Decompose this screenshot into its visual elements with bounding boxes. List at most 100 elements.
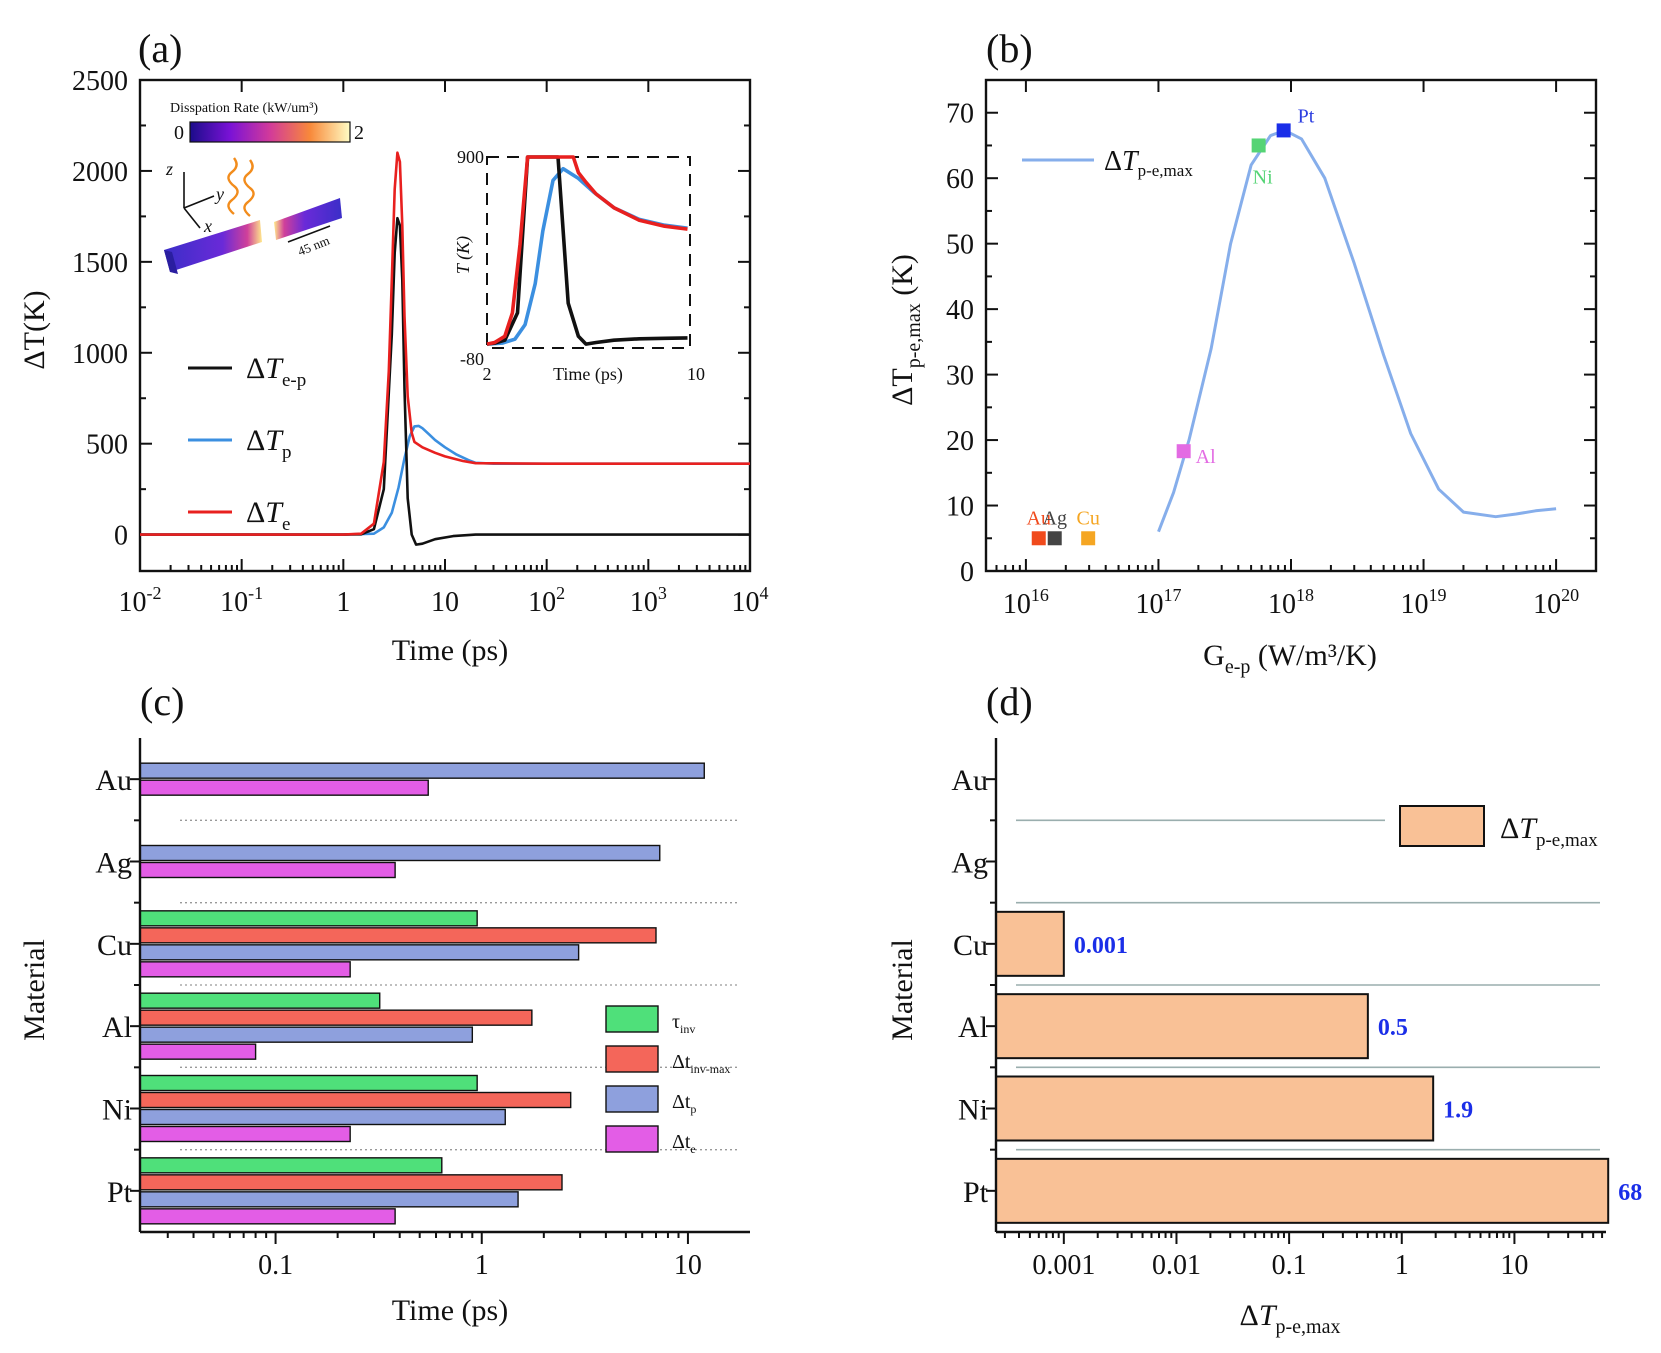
inset-series-e-line	[486, 155, 688, 346]
x-tick-label: 1	[475, 1250, 489, 1281]
y-tick-label: 40	[946, 295, 974, 326]
inset-ylabel: T (K)	[453, 236, 474, 274]
series-p-line	[140, 424, 750, 536]
legend-label-p: ΔTp	[246, 424, 291, 463]
bar-ag-e	[139, 861, 396, 879]
x-tick-label: 0.1	[1272, 1250, 1307, 1281]
bar-al-p	[139, 1026, 474, 1043]
z-axis-label: z	[165, 159, 173, 179]
y-tick-label: 500	[86, 430, 128, 461]
bar-au-p	[139, 762, 705, 779]
legend-swatch-p	[605, 1085, 659, 1113]
point-au	[1031, 531, 1046, 546]
panel-a: (a) 10-2 10-1 1 10 102 103 1040500100015002000…	[18, 26, 769, 667]
y-tick-label: 1000	[72, 339, 128, 370]
nanowire-left-side	[164, 250, 178, 274]
point-label-au: Au	[1027, 507, 1051, 529]
bar-pt	[995, 1157, 1610, 1224]
bar-al-inv-max	[139, 1009, 533, 1026]
panel-d-legend-swatch	[1399, 805, 1485, 847]
bar-ni-inv	[139, 1074, 478, 1092]
bar-cu-inv	[139, 910, 478, 927]
series-e-p-line	[140, 216, 750, 546]
bar-pt-inv	[139, 1157, 443, 1174]
panel-c: (c) Au Ag Cu Al Ni Pt 0.1 1 10 Time (ps) Materia…	[18, 679, 750, 1327]
bar-al-e	[139, 1043, 257, 1060]
legend-swatch-inv	[605, 1005, 659, 1033]
x-tick-label: 1020	[1533, 585, 1579, 620]
category-label-cu: Cu	[97, 929, 132, 962]
y-tick-label: 1500	[72, 248, 128, 279]
bar-ni-inv-max	[139, 1091, 572, 1109]
nanowire-right	[274, 198, 342, 240]
category-label-pt: Pt	[107, 1176, 133, 1209]
panel-c-bars	[139, 762, 705, 1225]
bar-cu-e	[139, 961, 351, 978]
y-tick-label: 10	[946, 492, 974, 523]
bar-ag-p	[139, 844, 661, 862]
value-label-ni: 1.9	[1443, 1098, 1473, 1124]
y-axis-arrow	[183, 195, 215, 209]
x-tick-label: 0.01	[1152, 1250, 1201, 1281]
legend-label-e: ΔTe	[246, 496, 290, 535]
category-label-ni: Ni	[102, 1094, 132, 1127]
panel-a-ylabel: ΔT(K)	[18, 290, 51, 369]
inset-xlabel: Time (ps)	[553, 364, 623, 385]
panel-c-legend: τinv Δtinv-max Δtp Δte	[605, 1005, 730, 1156]
bar-al-inv	[139, 992, 381, 1009]
point-label-ag: Ag	[1043, 507, 1067, 529]
inset-series	[486, 155, 688, 346]
legend-label-inv: τinv	[672, 1011, 695, 1036]
x-tick-label: 102	[528, 583, 565, 618]
inset-ytick-top: 900	[457, 147, 484, 167]
point-ag	[1047, 531, 1062, 546]
panel-a-inset: 900 -80 2 10 Time (ps) T (K)	[453, 147, 705, 385]
panel-b-legend-label: ΔΔTTp-e,max	[1104, 146, 1193, 180]
inset-xtick-left: 2	[483, 364, 492, 384]
point-al	[1176, 444, 1191, 459]
panel-c-ylabel: Material	[18, 939, 51, 1041]
panel-d-xlabel: ΔTp-e,max	[1240, 1299, 1341, 1338]
legend-swatch-inv-max	[605, 1045, 659, 1073]
panel-d-legend-label: ΔTp-e,max	[1500, 812, 1598, 851]
panel-a-legend: ΔTe-p ΔTp ΔTe	[188, 352, 306, 535]
inset-xtick-right: 10	[687, 364, 705, 384]
x-tick-label: 1016	[1003, 585, 1049, 620]
y-tick-label: 60	[946, 164, 974, 195]
x-tick-label: 1	[336, 587, 350, 618]
category-label-al: Al	[102, 1011, 132, 1044]
category-label-ag: Ag	[95, 847, 132, 880]
x-tick-label: 0.001	[1032, 1250, 1095, 1281]
bar-pt-e	[139, 1208, 396, 1225]
panel-b-ylabel: ΔTp-e,max (K)	[886, 254, 925, 406]
bar-ni-p	[139, 1108, 506, 1126]
panel-d-bars: 0.001 0.5 1.9 68	[995, 910, 1642, 1224]
x-tick-label: 1018	[1268, 585, 1314, 620]
legend-label-p: Δtp	[672, 1091, 696, 1116]
legend-swatch-e	[605, 1125, 659, 1153]
x-tick-label: 1017	[1135, 585, 1181, 620]
nanowire-left	[164, 220, 262, 272]
inset-ytick-bottom: -80	[460, 349, 484, 369]
category-label-au: Au	[95, 764, 132, 797]
x-tick-label: 0.1	[258, 1250, 293, 1281]
panel-b: (b) 1016 1017 1018 1019 1020010203040506070 …	[886, 26, 1598, 678]
x-axis-arrow	[183, 207, 201, 229]
legend-label-e: Δte	[672, 1131, 696, 1156]
panel-b-frame	[984, 78, 1598, 573]
y-tick-label: 0	[114, 521, 128, 552]
panel-c-label: (c)	[140, 679, 184, 724]
y-tick-label: 20	[946, 426, 974, 457]
bar-al	[995, 993, 1369, 1060]
panel-c-xlabel: Time (ps)	[392, 1294, 508, 1327]
bar-au-e	[139, 779, 429, 796]
panel-d-ylabel: Material	[886, 939, 919, 1041]
x-tick-label: 10	[431, 587, 459, 618]
point-cu	[1081, 531, 1096, 546]
series-gep-line	[1157, 128, 1557, 533]
colorbar-title: Disspation Rate (kW/um³)	[170, 101, 318, 116]
x-axis-label: x	[203, 216, 212, 236]
point-label-cu: Cu	[1077, 507, 1100, 529]
